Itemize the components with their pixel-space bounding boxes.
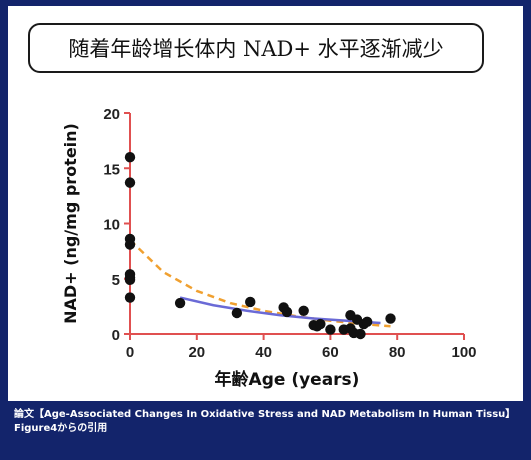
caption-line-1: 論文【Age-Associated Changes In Oxidative S… xyxy=(14,409,516,420)
x-tick-label: 80 xyxy=(389,344,406,361)
y-tick-label: 15 xyxy=(103,161,120,178)
data-point xyxy=(124,152,136,163)
data-point xyxy=(174,297,186,309)
y-tick-label: 0 xyxy=(112,327,120,344)
data-point xyxy=(385,313,396,324)
data-point xyxy=(315,318,326,330)
data-point xyxy=(298,305,309,316)
data-point xyxy=(361,316,373,328)
x-axis-label: 年齢Age (years) xyxy=(215,369,360,390)
x-tick-label: 0 xyxy=(126,344,134,361)
fit-curve-dashed xyxy=(129,239,391,328)
data-point xyxy=(124,274,136,286)
fit-curve-solid xyxy=(179,296,381,325)
y-axis-label: NAD+ (ng/mg protein) xyxy=(61,123,80,324)
title-box: 随着年龄增长体内 NAD+ 水平逐渐减少 xyxy=(28,23,484,73)
y-tick-label: 20 xyxy=(103,106,120,123)
x-tick-label: 20 xyxy=(188,344,205,361)
page-title: 随着年龄增长体内 NAD+ 水平逐渐减少 xyxy=(68,37,444,61)
caption-line-2: Figure4からの引用 xyxy=(14,423,108,434)
data-point xyxy=(281,306,293,318)
data-point xyxy=(124,239,136,250)
data-point xyxy=(231,307,243,319)
y-tick-label: 5 xyxy=(112,272,120,289)
x-tick-label: 40 xyxy=(255,344,272,361)
data-point xyxy=(124,177,136,188)
citation-caption: 論文【Age-Associated Changes In Oxidative S… xyxy=(14,408,524,436)
x-tick-label: 100 xyxy=(451,344,476,361)
y-tick-label: 10 xyxy=(103,217,120,234)
data-point xyxy=(124,292,136,303)
data-point xyxy=(355,328,366,340)
data-point xyxy=(325,324,336,335)
x-tick-label: 60 xyxy=(322,344,339,361)
data-point xyxy=(245,296,256,308)
